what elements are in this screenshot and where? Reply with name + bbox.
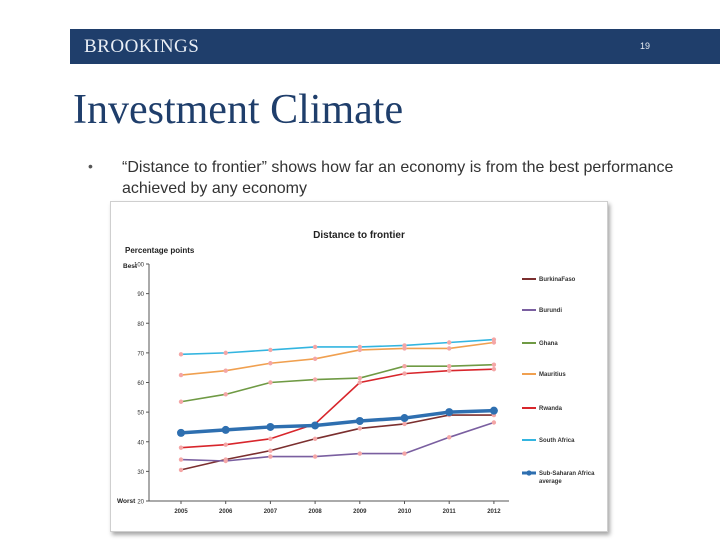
legend-label: Sub-Saharan Africa: [539, 471, 595, 477]
data-point-mauritius: [447, 346, 452, 351]
data-point-mauritius: [178, 372, 184, 378]
legend-label: Burundi: [539, 308, 562, 314]
data-point-sub-saharan-africa-average: [400, 414, 409, 423]
data-point-sub-saharan-africa-average: [355, 417, 364, 426]
data-point-sub-saharan-africa-average: [311, 421, 320, 430]
data-point-burkinafaso: [268, 448, 273, 453]
y-worst-label: Worst: [117, 498, 136, 505]
data-point-sub-saharan-africa-average: [489, 406, 498, 415]
data-point-burkinafaso: [357, 426, 362, 431]
series-line-rwanda: [180, 368, 494, 449]
data-point-ghana: [223, 392, 228, 397]
data-point-burundi: [223, 458, 228, 464]
data-point-burundi: [357, 451, 362, 456]
data-point-rwanda: [491, 366, 497, 372]
legend-label: BurkinaFaso: [539, 277, 576, 283]
series-line-burkinafaso: [180, 414, 494, 471]
x-tick-label: 2008: [308, 509, 322, 515]
x-tick-label: 2009: [353, 509, 367, 515]
chart-frame: Distance to frontier Percentage points B…: [110, 201, 608, 532]
data-point-ghana: [312, 377, 318, 382]
series-line-ghana: [180, 363, 494, 403]
page-number: 19: [639, 41, 650, 51]
y-axis-title: Percentage points: [125, 246, 195, 255]
data-point-burundi: [447, 435, 452, 440]
data-point-ghana: [357, 375, 362, 381]
x-tick-label: 2010: [398, 509, 412, 515]
data-point-ghana: [491, 362, 497, 367]
data-point-south-africa: [312, 344, 318, 350]
legend-label: Rwanda: [539, 406, 563, 412]
data-point-rwanda: [223, 442, 228, 447]
data-point-burundi: [312, 454, 318, 459]
legend-label: Ghana: [539, 341, 558, 347]
data-point-mauritius: [223, 368, 228, 373]
header-banner: BROOKINGS 19: [70, 29, 720, 64]
data-point-burkinafaso: [178, 467, 184, 473]
data-point-mauritius: [312, 356, 318, 361]
y-tick-label: 100: [134, 263, 145, 269]
data-point-mauritius: [268, 361, 273, 366]
y-tick-label: 50: [137, 411, 144, 417]
series-line-south-africa: [180, 338, 494, 356]
data-point-rwanda: [268, 436, 273, 441]
y-best-label: Best: [123, 263, 138, 270]
data-point-south-africa: [178, 352, 184, 357]
data-point-rwanda: [402, 371, 407, 376]
slide-title: Investment Climate: [73, 87, 404, 133]
legend-label: Mauritius: [539, 372, 566, 378]
x-tick-label: 2005: [174, 509, 188, 515]
legend-label-cont: average: [539, 479, 562, 485]
data-point-burkinafaso: [402, 421, 407, 427]
y-tick-label: 20: [137, 500, 144, 506]
x-tick-label: 2011: [443, 509, 457, 515]
data-point-south-africa: [357, 344, 362, 350]
line-chart: Distance to frontier Percentage points B…: [117, 230, 595, 515]
data-point-south-africa: [402, 343, 407, 348]
series-line-sub-saharan-africa-average: [180, 408, 494, 435]
data-point-rwanda: [447, 368, 452, 373]
bullet-icon: •: [88, 158, 93, 174]
data-point-rwanda: [357, 380, 362, 385]
data-point-ghana: [268, 380, 273, 385]
data-point-burkinafaso: [312, 436, 318, 441]
data-point-burundi: [491, 420, 497, 425]
x-tick-label: 2007: [264, 509, 278, 515]
data-point-south-africa: [223, 350, 228, 356]
y-tick-label: 90: [137, 292, 144, 298]
data-point-burundi: [178, 457, 184, 462]
y-tick-label: 60: [137, 381, 144, 387]
data-point-burundi: [268, 454, 273, 459]
bullet-text: “Distance to frontier” shows how far an …: [122, 159, 674, 197]
data-point-south-africa: [268, 347, 273, 353]
y-tick-label: 70: [137, 351, 144, 357]
y-tick-label: 30: [137, 470, 144, 476]
data-point-ghana: [402, 364, 407, 369]
y-tick-label: 80: [137, 322, 144, 328]
data-point-burundi: [402, 451, 407, 456]
series-line-burundi: [180, 421, 495, 462]
y-tick-label: 40: [137, 440, 144, 446]
data-point-ghana: [447, 364, 452, 369]
legend-swatch-marker: [526, 470, 532, 476]
data-point-sub-saharan-africa-average: [221, 425, 230, 434]
chart-title: Distance to frontier: [313, 230, 405, 241]
brookings-logo: BROOKINGS: [84, 36, 200, 57]
data-point-rwanda: [178, 445, 184, 450]
data-point-sub-saharan-africa-average: [445, 408, 454, 417]
data-point-ghana: [178, 399, 184, 404]
x-tick-label: 2012: [487, 509, 501, 515]
data-point-south-africa: [447, 340, 452, 345]
data-point-south-africa: [491, 337, 497, 342]
data-point-sub-saharan-africa-average: [177, 428, 185, 437]
series-line-mauritius: [180, 341, 495, 376]
data-point-sub-saharan-africa-average: [266, 422, 275, 431]
x-tick-label: 2006: [219, 509, 233, 515]
legend-label: South Africa: [539, 438, 575, 444]
